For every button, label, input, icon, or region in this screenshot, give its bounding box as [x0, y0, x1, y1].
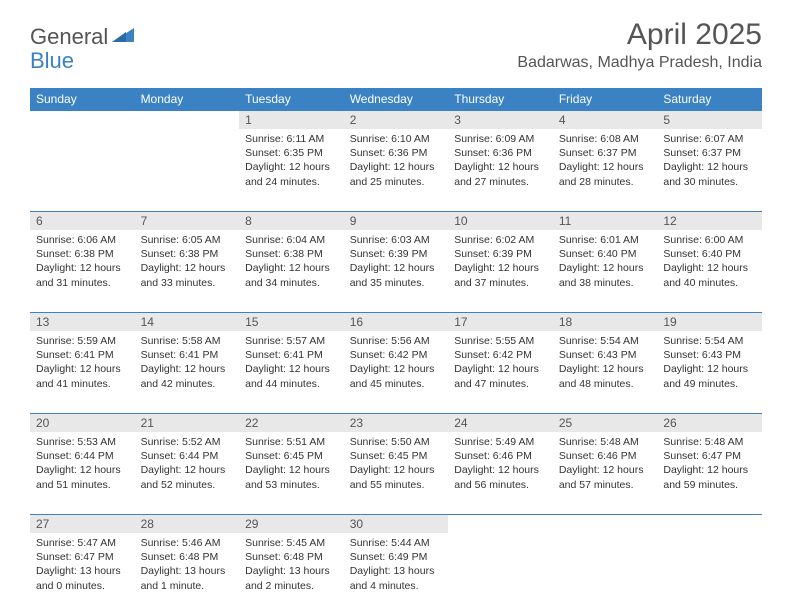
weekday-header: Friday: [553, 88, 658, 110]
day-cell-empty: [657, 533, 762, 542]
day-cell: Sunrise: 5:50 AMSunset: 6:45 PMDaylight:…: [344, 432, 449, 498]
day-number: 30: [344, 514, 449, 533]
day-number-empty: [553, 514, 658, 533]
daynum-row: 20212223242526: [30, 413, 762, 432]
day-content-row: Sunrise: 5:59 AMSunset: 6:41 PMDaylight:…: [30, 331, 762, 413]
day-cell-empty: [30, 129, 135, 138]
day-number: 17: [448, 312, 553, 331]
day-number: 4: [553, 110, 658, 129]
month-title: April 2025: [517, 18, 762, 52]
weekday-header: Sunday: [30, 88, 135, 110]
title-block: April 2025 Badarwas, Madhya Pradesh, Ind…: [517, 18, 762, 72]
day-number: 23: [344, 413, 449, 432]
day-cell: Sunrise: 6:02 AMSunset: 6:39 PMDaylight:…: [448, 230, 553, 296]
weekday-header: Monday: [135, 88, 240, 110]
day-number: 21: [135, 413, 240, 432]
day-cell: Sunrise: 5:55 AMSunset: 6:42 PMDaylight:…: [448, 331, 553, 397]
day-number: 24: [448, 413, 553, 432]
header: General April 2025 Badarwas, Madhya Prad…: [0, 0, 792, 80]
day-number: 14: [135, 312, 240, 331]
day-cell: Sunrise: 6:03 AMSunset: 6:39 PMDaylight:…: [344, 230, 449, 296]
day-number: 29: [239, 514, 344, 533]
day-cell: Sunrise: 6:05 AMSunset: 6:38 PMDaylight:…: [135, 230, 240, 296]
day-cell: Sunrise: 5:54 AMSunset: 6:43 PMDaylight:…: [657, 331, 762, 397]
logo: General: [30, 18, 136, 50]
day-number: 9: [344, 211, 449, 230]
daynum-row: 27282930: [30, 514, 762, 533]
day-number: 2: [344, 110, 449, 129]
day-number: 19: [657, 312, 762, 331]
day-cell: Sunrise: 5:45 AMSunset: 6:48 PMDaylight:…: [239, 533, 344, 599]
day-content-row: Sunrise: 5:53 AMSunset: 6:44 PMDaylight:…: [30, 432, 762, 514]
day-number: 3: [448, 110, 553, 129]
day-number: 18: [553, 312, 658, 331]
day-cell: Sunrise: 6:06 AMSunset: 6:38 PMDaylight:…: [30, 230, 135, 296]
day-number: 27: [30, 514, 135, 533]
day-cell: Sunrise: 5:56 AMSunset: 6:42 PMDaylight:…: [344, 331, 449, 397]
day-cell: Sunrise: 5:57 AMSunset: 6:41 PMDaylight:…: [239, 331, 344, 397]
day-number: 12: [657, 211, 762, 230]
day-number: 15: [239, 312, 344, 331]
day-cell-empty: [553, 533, 658, 542]
day-number: 1: [239, 110, 344, 129]
daynum-row: 6789101112: [30, 211, 762, 230]
weekday-header: Tuesday: [239, 88, 344, 110]
day-cell: Sunrise: 5:51 AMSunset: 6:45 PMDaylight:…: [239, 432, 344, 498]
daynum-row: 12345: [30, 110, 762, 129]
day-cell: Sunrise: 5:47 AMSunset: 6:47 PMDaylight:…: [30, 533, 135, 599]
day-number: 22: [239, 413, 344, 432]
day-number: 5: [657, 110, 762, 129]
day-number: 25: [553, 413, 658, 432]
logo-triangle-icon: [112, 26, 134, 47]
day-cell: Sunrise: 5:52 AMSunset: 6:44 PMDaylight:…: [135, 432, 240, 498]
day-cell: Sunrise: 6:04 AMSunset: 6:38 PMDaylight:…: [239, 230, 344, 296]
day-number: 16: [344, 312, 449, 331]
day-number: 7: [135, 211, 240, 230]
day-cell-empty: [135, 129, 240, 138]
day-number: 10: [448, 211, 553, 230]
day-cell: Sunrise: 5:53 AMSunset: 6:44 PMDaylight:…: [30, 432, 135, 498]
day-cell: Sunrise: 5:54 AMSunset: 6:43 PMDaylight:…: [553, 331, 658, 397]
weekday-header: Wednesday: [344, 88, 449, 110]
day-number: 8: [239, 211, 344, 230]
weekday-header: Thursday: [448, 88, 553, 110]
day-cell: Sunrise: 5:58 AMSunset: 6:41 PMDaylight:…: [135, 331, 240, 397]
day-cell: Sunrise: 6:09 AMSunset: 6:36 PMDaylight:…: [448, 129, 553, 195]
day-content-row: Sunrise: 6:06 AMSunset: 6:38 PMDaylight:…: [30, 230, 762, 312]
day-cell-empty: [448, 533, 553, 542]
day-number: 13: [30, 312, 135, 331]
day-number-empty: [657, 514, 762, 533]
day-cell: Sunrise: 6:00 AMSunset: 6:40 PMDaylight:…: [657, 230, 762, 296]
logo-text-blue: Blue: [30, 48, 74, 73]
day-cell: Sunrise: 5:59 AMSunset: 6:41 PMDaylight:…: [30, 331, 135, 397]
day-number: 28: [135, 514, 240, 533]
day-cell: Sunrise: 5:44 AMSunset: 6:49 PMDaylight:…: [344, 533, 449, 599]
calendar-header-row: SundayMondayTuesdayWednesdayThursdayFrid…: [30, 88, 762, 110]
day-number: 11: [553, 211, 658, 230]
day-cell: Sunrise: 6:11 AMSunset: 6:35 PMDaylight:…: [239, 129, 344, 195]
day-cell: Sunrise: 5:46 AMSunset: 6:48 PMDaylight:…: [135, 533, 240, 599]
day-number: 26: [657, 413, 762, 432]
calendar-table: SundayMondayTuesdayWednesdayThursdayFrid…: [30, 88, 762, 615]
day-cell: Sunrise: 6:10 AMSunset: 6:36 PMDaylight:…: [344, 129, 449, 195]
day-number-empty: [448, 514, 553, 533]
day-content-row: Sunrise: 6:11 AMSunset: 6:35 PMDaylight:…: [30, 129, 762, 211]
day-number-empty: [135, 110, 240, 129]
day-number-empty: [30, 110, 135, 129]
day-cell: Sunrise: 5:48 AMSunset: 6:46 PMDaylight:…: [553, 432, 658, 498]
day-content-row: Sunrise: 5:47 AMSunset: 6:47 PMDaylight:…: [30, 533, 762, 615]
day-cell: Sunrise: 6:08 AMSunset: 6:37 PMDaylight:…: [553, 129, 658, 195]
daynum-row: 13141516171819: [30, 312, 762, 331]
day-cell: Sunrise: 6:01 AMSunset: 6:40 PMDaylight:…: [553, 230, 658, 296]
location: Badarwas, Madhya Pradesh, India: [517, 54, 762, 72]
day-number: 6: [30, 211, 135, 230]
logo-text-general: General: [30, 24, 108, 50]
day-number: 20: [30, 413, 135, 432]
day-cell: Sunrise: 6:07 AMSunset: 6:37 PMDaylight:…: [657, 129, 762, 195]
weekday-header: Saturday: [657, 88, 762, 110]
day-cell: Sunrise: 5:48 AMSunset: 6:47 PMDaylight:…: [657, 432, 762, 498]
day-cell: Sunrise: 5:49 AMSunset: 6:46 PMDaylight:…: [448, 432, 553, 498]
